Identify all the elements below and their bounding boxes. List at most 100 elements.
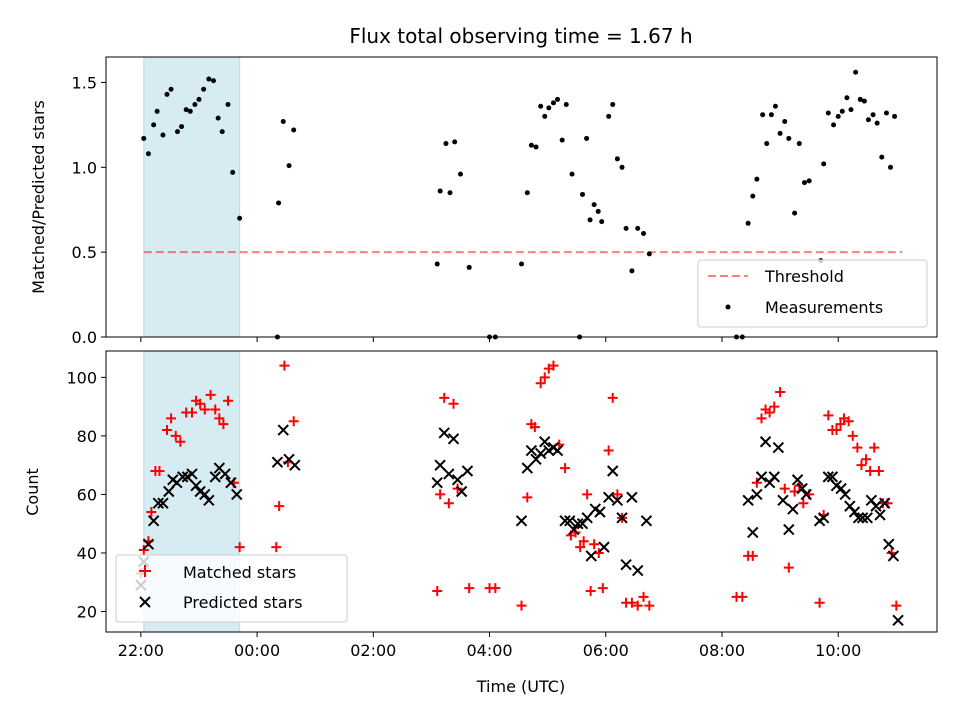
predicted-star-marker — [632, 564, 644, 577]
measurement-point — [533, 144, 539, 150]
predicted-star-marker — [277, 424, 289, 436]
predicted-star-marker — [616, 512, 628, 524]
measurement-point — [528, 142, 534, 148]
matched-star-marker — [162, 425, 173, 436]
predicted-star-marker — [147, 515, 160, 527]
matched-star-marker — [210, 404, 221, 415]
measurement-point — [452, 139, 458, 145]
measurement-point — [792, 210, 798, 216]
measurement-point — [215, 115, 221, 121]
predicted-star-marker — [640, 515, 653, 527]
matched-star-marker — [166, 413, 177, 424]
legend-matched-swatch — [139, 565, 151, 577]
predicted-star-marker — [534, 447, 547, 460]
measurement-point — [447, 190, 453, 196]
predicted-star-marker — [525, 444, 538, 457]
predicted-star-marker — [742, 494, 754, 506]
predicted-star-marker — [791, 474, 804, 486]
bottom-y-ticks: 20 40 60 80 100 — [66, 368, 106, 622]
measurement-point — [154, 108, 160, 114]
predicted-star-marker — [219, 468, 231, 480]
matched-star-marker — [603, 445, 614, 456]
measurement-point — [225, 102, 231, 108]
matched-star-marker — [612, 489, 623, 500]
predicted-star-marker — [142, 538, 155, 550]
measurement-point — [606, 113, 612, 119]
matched-stars-points — [135, 360, 902, 611]
measurement-point — [865, 117, 871, 123]
measurement-point — [196, 96, 202, 102]
predicted-star-marker — [585, 550, 597, 562]
predicted-star-marker — [451, 474, 464, 486]
measurement-point — [782, 118, 788, 124]
measurement-point — [183, 107, 189, 113]
predicted-star-marker — [289, 459, 301, 471]
matched-star-marker — [847, 430, 858, 441]
matched-star-marker — [548, 360, 559, 371]
predicted-star-marker — [602, 491, 615, 504]
bottom-legend-box — [115, 554, 348, 623]
measurement-point — [591, 202, 597, 208]
measurement-point — [443, 141, 449, 147]
measurement-point — [861, 98, 867, 104]
matched-star-marker — [835, 419, 846, 430]
measurement-point — [750, 193, 756, 199]
measurement-point — [555, 96, 561, 102]
bottom-x-ticks: 22:00 00:00 02:00 04:00 06:00 08:00 10:00 — [118, 632, 861, 660]
predicted-star-marker — [861, 512, 873, 524]
predicted-star-marker — [443, 468, 455, 480]
measurement-point — [179, 124, 185, 130]
measurement-point — [772, 103, 778, 109]
predicted-star-marker — [620, 558, 632, 571]
matched-star-marker — [199, 404, 210, 415]
bottom-legend: Matched stars Predicted stars — [115, 554, 348, 623]
matched-star-marker — [843, 416, 854, 427]
y-tick-label: 80 — [77, 427, 97, 446]
measurement-point — [754, 176, 760, 182]
matched-star-marker — [170, 430, 181, 441]
measurement-point — [745, 220, 751, 226]
legend-measurements-swatch — [725, 304, 731, 310]
measurement-point — [806, 178, 812, 184]
measurement-point — [595, 208, 601, 214]
matched-star-marker — [831, 425, 842, 436]
matched-star-marker — [582, 489, 593, 500]
predicted-star-marker — [755, 471, 768, 483]
matched-star-marker — [279, 360, 290, 371]
matched-star-marker — [764, 407, 775, 418]
matched-star-marker — [146, 506, 157, 517]
legend-measurements-label: Measurements — [765, 298, 883, 317]
measurement-point — [580, 191, 586, 197]
measurement-point — [237, 215, 243, 221]
predicted-star-marker — [772, 441, 785, 454]
bottom-axes-frame — [105, 350, 938, 633]
x-tick-label: 08:00 — [699, 641, 745, 660]
top-legend-box — [697, 259, 928, 328]
predicted-star-marker — [874, 509, 886, 521]
measurement-point — [848, 107, 854, 113]
predicted-star-marker — [515, 515, 528, 527]
measurement-point — [160, 132, 166, 138]
matched-star-marker — [597, 583, 608, 594]
predicted-star-marker — [611, 494, 624, 506]
measurement-point — [276, 200, 282, 206]
matched-star-marker — [195, 398, 206, 409]
measurement-point — [777, 130, 783, 136]
measurement-point — [559, 137, 565, 143]
measurement-point — [610, 102, 616, 108]
measurement-point — [619, 164, 625, 170]
matched-star-marker — [218, 419, 229, 430]
highlight-span — [143, 56, 241, 338]
top-y-ticks: 0.0 0.5 1.0 1.5 — [72, 73, 106, 347]
measurement-point — [786, 135, 792, 141]
bottom-panel: 22:00 00:00 02:00 04:00 06:00 08:00 10:00 20 40… — [23, 350, 938, 696]
y-tick-label: 0.0 — [72, 328, 97, 347]
measurement-point — [870, 112, 876, 118]
measurement-point — [141, 135, 147, 141]
matched-star-marker — [516, 600, 527, 611]
top-axes-frame — [105, 56, 938, 338]
predicted-star-marker — [163, 485, 175, 498]
measurement-point — [206, 76, 212, 82]
matched-star-marker — [578, 536, 589, 547]
predicted-star-marker — [796, 482, 808, 495]
